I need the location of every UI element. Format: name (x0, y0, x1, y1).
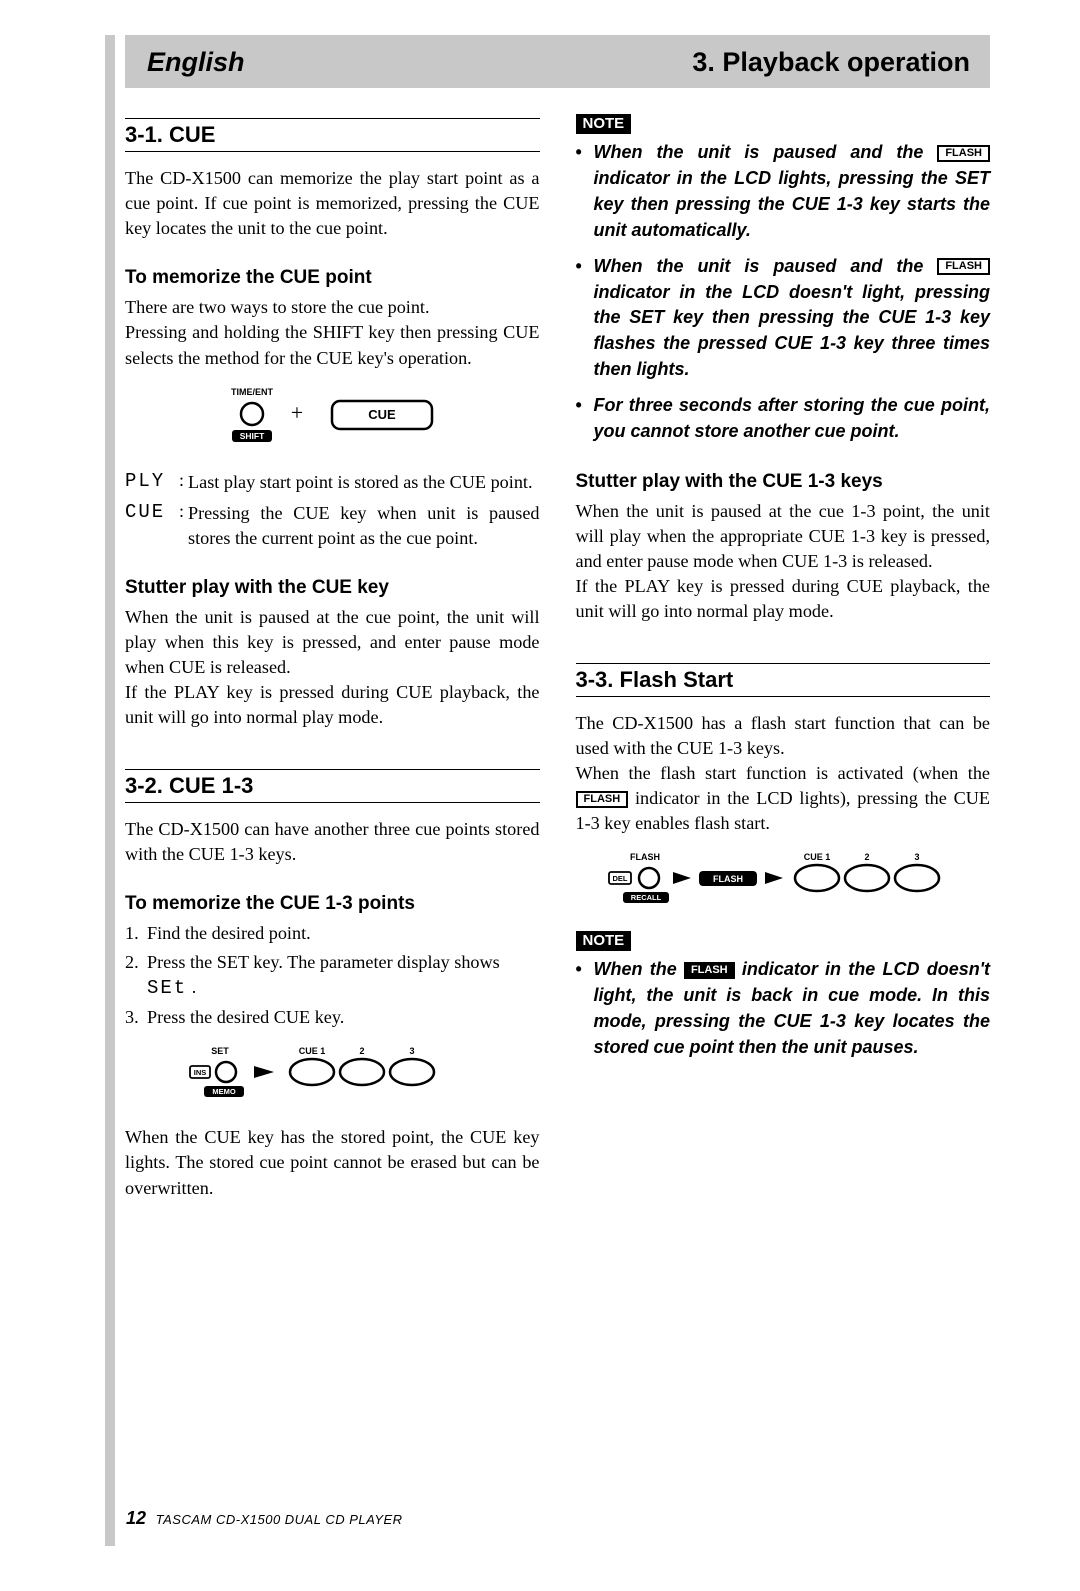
def-ply: PLY : Last play start point is stored as… (125, 470, 540, 495)
binding-spine (105, 35, 115, 1546)
sec2-intro: The CD-X1500 can have another three cue … (125, 817, 540, 867)
diagram-set-cue123: SET INS MEMO CUE 1 2 3 (125, 1044, 540, 1107)
svg-text:CUE 1: CUE 1 (803, 852, 830, 862)
page-footer: 12 TASCAM CD-X1500 DUAL CD PLAYER (126, 1508, 403, 1529)
note-list-1: When the unit is paused and the FLASH in… (576, 140, 991, 445)
sec3-p2: When the flash start function is activat… (576, 761, 991, 836)
term-cue: CUE (125, 501, 173, 523)
left-column: 3-1. CUE The CD-X1500 can memorize the p… (125, 114, 540, 1201)
plus-icon: + (291, 400, 303, 425)
sec2-p-after: When the CUE key has the stored point, t… (125, 1125, 540, 1200)
note-label-2: NOTE (576, 931, 632, 951)
footer-text: TASCAM CD-X1500 DUAL CD PLAYER (156, 1512, 403, 1527)
sec2-steps: 1.Find the desired point. 2.Press the SE… (125, 921, 540, 1031)
sec1-p-a1: There are two ways to store the cue poin… (125, 295, 540, 320)
svg-text:RECALL: RECALL (631, 893, 662, 902)
note-label-1: NOTE (576, 114, 632, 134)
step-2: Press the SET key. The parameter display… (147, 950, 540, 1001)
def-cue: CUE : Pressing the CUE key when unit is … (125, 501, 540, 551)
section-3-1-title: 3-1. CUE (125, 122, 540, 148)
sec1-h3-memorize: To memorize the CUE point (125, 267, 540, 289)
page-header: English 3. Playback operation (125, 35, 990, 88)
page-number: 12 (126, 1508, 146, 1528)
svg-text:3: 3 (914, 852, 919, 862)
sec1-h3-stutter: Stutter play with the CUE key (125, 577, 540, 599)
label-shift: SHIFT (240, 431, 265, 441)
section-3-3-title: 3-3. Flash Start (576, 667, 991, 693)
svg-text:MEMO: MEMO (213, 1087, 236, 1096)
note1-3: For three seconds after storing the cue … (576, 393, 991, 445)
svg-text:2: 2 (360, 1046, 365, 1056)
right-h3-stutter: Stutter play with the CUE 1-3 keys (576, 471, 991, 493)
diagram-flash-cue123: FLASH DEL RECALL FLASH CUE 1 2 3 (576, 850, 991, 913)
sec3-p1: The CD-X1500 has a flash start function … (576, 711, 991, 761)
svg-text:SET: SET (211, 1046, 229, 1056)
def-cue-body: Pressing the CUE key when unit is paused… (188, 501, 539, 551)
sec1-intro: The CD-X1500 can memorize the play start… (125, 166, 540, 241)
svg-text:CUE 1: CUE 1 (299, 1046, 326, 1056)
svg-text:FLASH: FLASH (630, 852, 660, 862)
sec2-h3-memorize: To memorize the CUE 1-3 points (125, 893, 540, 915)
note1-1: When the unit is paused and the FLASH in… (576, 140, 991, 244)
flash-indicator-inline: FLASH (576, 791, 629, 808)
note1-2: When the unit is paused and the FLASH in… (576, 254, 991, 384)
sec1-p-b2: If the PLAY key is pressed during CUE pl… (125, 680, 540, 730)
note2-1: When the FLASH indicator in the LCD does… (576, 957, 991, 1061)
right-p-a2: If the PLAY key is pressed during CUE pl… (576, 574, 991, 624)
step-3: Press the desired CUE key. (147, 1005, 540, 1030)
svg-text:DEL: DEL (612, 874, 627, 883)
svg-text:INS: INS (194, 1068, 207, 1077)
sec1-p-a2: Pressing and holding the SHIFT key then … (125, 320, 540, 370)
diagram-shift-plus-cue: TIME/ENT SHIFT + CUE (125, 385, 540, 452)
svg-text:3: 3 (410, 1046, 415, 1056)
manual-page: English 3. Playback operation 3-1. CUE T… (0, 0, 1080, 1591)
header-language: English (147, 47, 245, 78)
svg-text:2: 2 (864, 852, 869, 862)
right-p-a1: When the unit is paused at the cue 1-3 p… (576, 499, 991, 574)
header-chapter: 3. Playback operation (692, 47, 970, 78)
label-cue-btn: CUE (369, 407, 397, 422)
seg-set: SEt (147, 977, 187, 999)
right-column: NOTE When the unit is paused and the FLA… (576, 114, 991, 1201)
section-3-2-title: 3-2. CUE 1-3 (125, 773, 540, 799)
term-ply: PLY (125, 470, 173, 492)
label-time-ent: TIME/ENT (231, 387, 274, 397)
step-1: Find the desired point. (147, 921, 540, 946)
def-ply-body: Last play start point is stored as the C… (188, 470, 539, 495)
note-list-2: When the FLASH indicator in the LCD does… (576, 957, 991, 1061)
sec1-p-b1: When the unit is paused at the cue point… (125, 605, 540, 680)
svg-text:FLASH: FLASH (713, 874, 743, 884)
